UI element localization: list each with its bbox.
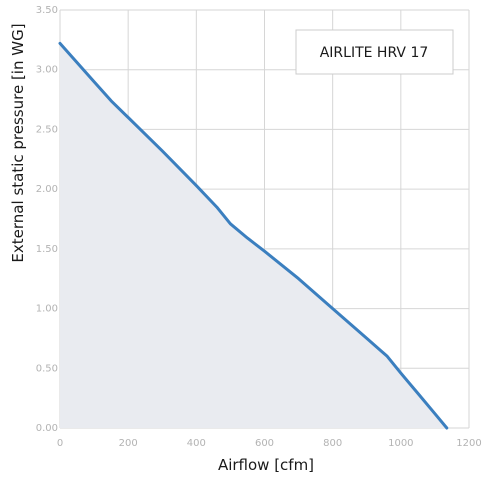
area-layer <box>60 43 447 429</box>
y-tick-label: 1.00 <box>36 304 58 315</box>
legend: AIRLITE HRV 17 <box>295 29 454 75</box>
y-tick-label: 0.50 <box>36 363 58 374</box>
x-axis-ticks: 0 200 400 600 800 1000 1200 <box>57 438 482 449</box>
series-area <box>60 43 447 429</box>
y-tick-label: 3.00 <box>36 65 58 76</box>
x-tick-label: 800 <box>323 438 342 449</box>
y-tick-label: 3.50 <box>36 5 58 16</box>
y-tick-label: 2.50 <box>36 124 58 135</box>
line-layer <box>58 41 449 430</box>
y-axis-title: External static pressure [in WG] <box>9 23 27 262</box>
x-axis-title: Airflow [cfm] <box>218 456 314 474</box>
y-tick-label: 1.50 <box>36 244 58 255</box>
x-tick-label: 0 <box>57 438 63 449</box>
x-tick-label: 1000 <box>388 438 413 449</box>
legend-box <box>295 29 454 75</box>
y-tick-label: 0.00 <box>36 423 58 434</box>
x-tick-label: 600 <box>255 438 274 449</box>
series-line <box>58 41 449 430</box>
y-axis-ticks: 0.00 0.50 1.00 1.50 2.00 2.50 3.00 3.50 <box>36 5 58 434</box>
x-tick-label: 200 <box>119 438 138 449</box>
x-tick-label: 1200 <box>456 438 481 449</box>
legend-label: AIRLITE HRV 17 <box>320 45 429 61</box>
y-tick-label: 2.00 <box>36 184 58 195</box>
x-tick-label: 400 <box>187 438 206 449</box>
